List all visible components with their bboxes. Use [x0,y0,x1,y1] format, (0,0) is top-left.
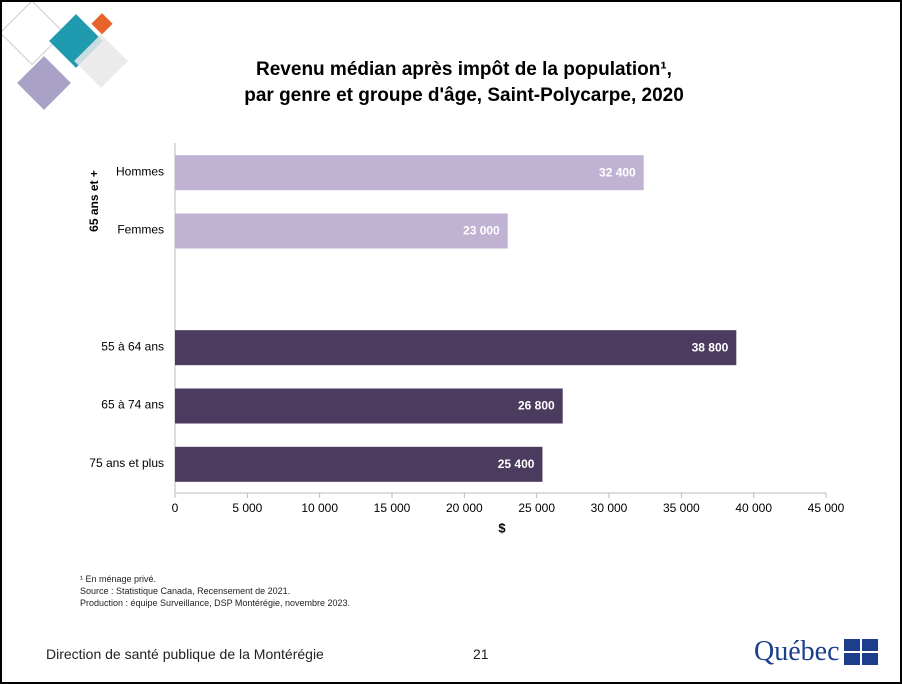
x-tick-label: 30 000 [591,501,628,515]
y-tick-label: 65 à 74 ans [101,398,164,412]
logo-flag [843,639,878,665]
value-label: 23 000 [463,224,500,238]
value-label: 25 400 [498,457,535,471]
y-tick-label: Hommes [116,164,164,178]
bar [175,330,737,366]
decor-square [17,56,71,110]
footer-text: Direction de santé publique de la Montér… [46,646,324,662]
x-axis-label: $ [498,520,506,535]
x-tick-label: 15 000 [374,501,411,515]
decor-square [91,13,113,35]
group-label: 65 ans et + [87,170,101,232]
bar [175,388,563,424]
decor [2,2,128,110]
bar [175,155,644,191]
x-tick-label: 40 000 [735,501,772,515]
footnote: Production : équipe Surveillance, DSP Mo… [80,598,350,608]
value-label: 32 400 [599,165,636,179]
y-tick-label: 75 ans et plus [89,456,164,470]
logo-text: Québec [754,636,840,667]
value-label: 38 800 [692,340,729,354]
decor-square [74,34,128,88]
x-tick-label: 35 000 [663,501,700,515]
value-label: 26 800 [518,399,555,413]
bar [175,446,543,482]
bar [175,213,508,249]
decor-square [2,2,65,66]
x-tick-label: 20 000 [446,501,483,515]
footnote: ¹ En ménage privé. [80,574,157,584]
logo: Québec [754,636,878,668]
chart-title: Revenu médian après impôt de la populati… [256,59,672,80]
y-tick-label: Femmes [117,223,164,237]
footnote: Source : Statistique Canada, Recensement… [80,586,291,596]
page-number: 21 [473,646,489,662]
x-tick-label: 10 000 [301,501,338,515]
chart-title: par genre et groupe d'âge, Saint-Polycar… [244,85,684,106]
x-tick-label: 45 000 [808,501,845,515]
x-tick-label: 5 000 [232,501,262,515]
x-tick-label: 0 [172,501,179,515]
y-tick-label: 55 à 64 ans [101,339,164,353]
x-tick-label: 25 000 [518,501,555,515]
